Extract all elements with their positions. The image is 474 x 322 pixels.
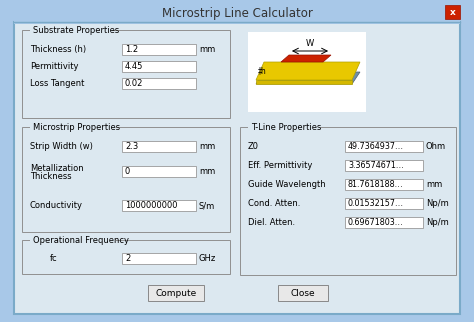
Text: ‡h: ‡h bbox=[258, 67, 267, 75]
Text: Microstrip Properties: Microstrip Properties bbox=[33, 122, 120, 131]
Text: Substrate Properties: Substrate Properties bbox=[33, 25, 119, 34]
Bar bbox=[30, 26, 112, 34]
Text: fc: fc bbox=[50, 254, 58, 263]
Text: Compute: Compute bbox=[155, 289, 197, 298]
Text: Thickness (h): Thickness (h) bbox=[30, 45, 86, 54]
Text: Close: Close bbox=[291, 289, 315, 298]
Text: Metallization: Metallization bbox=[30, 164, 83, 173]
Polygon shape bbox=[256, 62, 360, 80]
Bar bbox=[278, 285, 328, 301]
Text: T-Line Properties: T-Line Properties bbox=[251, 122, 321, 131]
Bar bbox=[345, 160, 423, 171]
Text: Cond. Atten.: Cond. Atten. bbox=[248, 199, 301, 208]
Text: S/m: S/m bbox=[199, 201, 215, 210]
Bar bbox=[22, 240, 230, 274]
Text: 49.7364937…: 49.7364937… bbox=[348, 142, 404, 151]
Text: 0: 0 bbox=[125, 167, 130, 176]
Text: Thickness: Thickness bbox=[30, 172, 72, 181]
Text: Microstrip Line Calculator: Microstrip Line Calculator bbox=[162, 6, 312, 20]
Text: Np/m: Np/m bbox=[426, 218, 449, 227]
Bar bbox=[345, 217, 423, 228]
Text: Eff. Permittivity: Eff. Permittivity bbox=[248, 161, 312, 170]
Text: mm: mm bbox=[199, 45, 215, 54]
Bar bbox=[30, 236, 116, 244]
Bar bbox=[345, 141, 423, 152]
Bar bbox=[445, 5, 460, 19]
Text: 3.36574671…: 3.36574671… bbox=[348, 161, 404, 170]
Text: Loss Tangent: Loss Tangent bbox=[30, 79, 84, 88]
Bar bbox=[248, 123, 319, 131]
Bar bbox=[240, 127, 456, 275]
Bar bbox=[148, 285, 204, 301]
Text: W: W bbox=[306, 39, 314, 48]
Text: 0.69671803…: 0.69671803… bbox=[348, 218, 404, 227]
Text: Z0: Z0 bbox=[248, 142, 259, 151]
Text: 81.7618188…: 81.7618188… bbox=[348, 180, 404, 189]
Text: Operational Frequency: Operational Frequency bbox=[33, 235, 129, 244]
Bar bbox=[122, 61, 196, 72]
Polygon shape bbox=[281, 55, 331, 62]
Text: mm: mm bbox=[199, 142, 215, 151]
Bar bbox=[14, 4, 460, 24]
Bar bbox=[345, 198, 423, 209]
Bar bbox=[122, 78, 196, 89]
Bar bbox=[122, 200, 196, 211]
Text: Permittivity: Permittivity bbox=[30, 62, 79, 71]
Polygon shape bbox=[256, 80, 352, 84]
Text: 0.01532157…: 0.01532157… bbox=[348, 199, 404, 208]
Text: Ohm: Ohm bbox=[426, 142, 446, 151]
Text: Guide Wavelength: Guide Wavelength bbox=[248, 180, 326, 189]
Text: x: x bbox=[450, 7, 456, 16]
Text: 2.3: 2.3 bbox=[125, 142, 138, 151]
Bar bbox=[122, 44, 196, 55]
Polygon shape bbox=[256, 72, 360, 84]
Text: mm: mm bbox=[426, 180, 442, 189]
Bar bbox=[122, 166, 196, 177]
Text: Np/m: Np/m bbox=[426, 199, 449, 208]
Bar bbox=[22, 30, 230, 118]
Text: GHz: GHz bbox=[199, 254, 216, 263]
Text: Conductivity: Conductivity bbox=[30, 201, 83, 210]
Text: Diel. Atten.: Diel. Atten. bbox=[248, 218, 295, 227]
Bar bbox=[122, 253, 196, 264]
Bar bbox=[122, 141, 196, 152]
Text: 2: 2 bbox=[125, 254, 130, 263]
Bar bbox=[345, 179, 423, 190]
Text: Strip Width (w): Strip Width (w) bbox=[30, 142, 93, 151]
Text: 4.45: 4.45 bbox=[125, 62, 143, 71]
Text: 1.2: 1.2 bbox=[125, 45, 138, 54]
Bar bbox=[30, 123, 116, 131]
Text: mm: mm bbox=[199, 167, 215, 176]
Text: 0.02: 0.02 bbox=[125, 79, 143, 88]
Text: 1000000000: 1000000000 bbox=[125, 201, 177, 210]
Bar bbox=[248, 32, 366, 112]
Bar bbox=[22, 127, 230, 232]
